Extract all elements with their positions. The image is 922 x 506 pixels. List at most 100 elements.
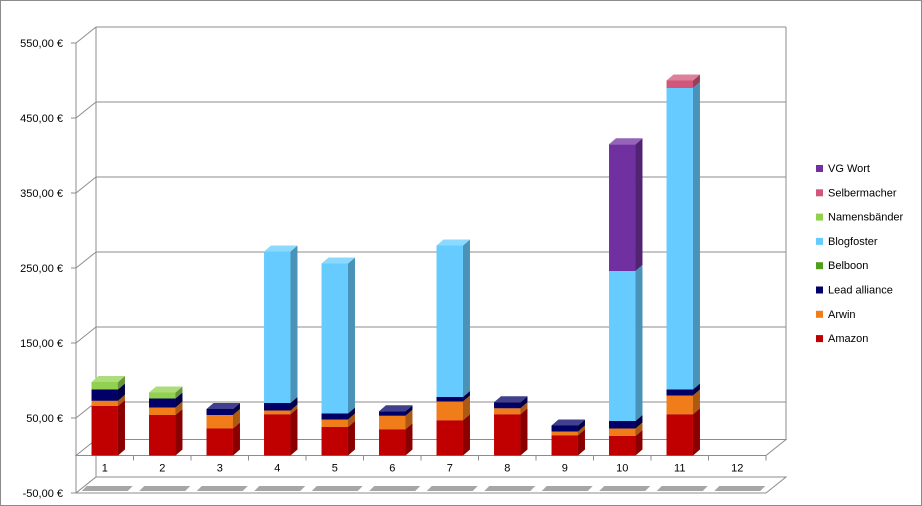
bar-front	[206, 409, 233, 415]
bar-segment	[206, 403, 240, 415]
bar-segment	[264, 408, 298, 456]
bar-front	[494, 408, 521, 415]
bar-front	[206, 428, 233, 456]
legend-label: Lead alliance	[828, 285, 893, 297]
bar-front	[436, 397, 463, 402]
bar-front	[264, 403, 291, 411]
bar-front	[379, 429, 406, 456]
legend-label: Arwin	[828, 309, 856, 321]
gridline-side	[75, 326, 97, 344]
gridline-side	[75, 251, 97, 269]
bar-front	[436, 401, 463, 421]
bar-side	[577, 425, 585, 436]
legend-entry: Arwin	[816, 309, 856, 321]
bar-segment	[264, 245, 298, 403]
bar-side	[405, 409, 413, 430]
bar-top	[666, 74, 700, 81]
legend-entry: Selbermacher	[816, 187, 897, 199]
bar-front	[666, 88, 693, 390]
bar-segment	[149, 386, 183, 399]
bar-segment	[494, 396, 528, 409]
bar-segment	[436, 239, 470, 397]
bar-front	[91, 406, 118, 456]
legend-label: Namensbänder	[828, 212, 904, 224]
bar-side	[290, 397, 298, 411]
x-tick-label: 7	[447, 463, 453, 475]
legend-entry: Belboon	[816, 260, 868, 272]
bar-side	[175, 392, 183, 408]
bar-front	[149, 392, 176, 399]
bar-front	[321, 413, 348, 420]
bar-front	[436, 420, 463, 456]
bar-side	[117, 376, 125, 390]
bar-front	[551, 425, 578, 432]
bar-side	[117, 400, 125, 456]
bar-side	[692, 408, 700, 456]
bar-front	[264, 410, 291, 415]
bar-top	[264, 245, 298, 252]
bar-side	[347, 257, 355, 414]
y-axis: -50,00 € 50,00 € 150,00 € 250,00 € 350,00 € 4…	[20, 38, 76, 500]
bar-top	[206, 403, 240, 409]
bar-front	[436, 245, 463, 397]
legend-swatch	[816, 213, 823, 221]
bar-side	[692, 82, 700, 390]
bar-side	[692, 74, 700, 88]
bar-segment	[551, 419, 585, 432]
chart-floor	[74, 439, 788, 494]
x-axis: 1 2 3 4 5 6 7 8 9 10 11 12	[75, 455, 767, 475]
bar-segment	[321, 257, 355, 414]
y-tick-label: 50,00 €	[26, 413, 63, 425]
bar-front	[149, 398, 176, 408]
bar-side	[405, 423, 413, 456]
bar-side	[577, 419, 585, 432]
bar-front	[666, 389, 693, 396]
bar-segment	[609, 138, 643, 271]
legend-label: VG Wort	[828, 163, 870, 175]
legend-entry: Amazon	[816, 333, 868, 345]
x-tick-label: 5	[332, 463, 338, 475]
bar-side	[175, 409, 183, 456]
bar-side	[347, 407, 355, 420]
bar-side	[290, 245, 298, 403]
bar-front	[264, 414, 291, 456]
bar-front	[609, 271, 636, 421]
bar-front	[91, 389, 118, 401]
bar-side	[520, 402, 528, 415]
bar-front	[551, 431, 578, 436]
y-tick-label: -50,00 €	[23, 488, 63, 500]
bar-side	[635, 422, 643, 436]
legend-swatch	[816, 262, 823, 270]
bar-front	[494, 414, 521, 456]
bar-segment	[494, 408, 528, 456]
bar-segment	[609, 265, 643, 421]
bar-side	[692, 389, 700, 415]
legend-entry: Lead alliance	[816, 285, 893, 297]
legend: VG Wort Selbermacher Namensbänder Blogfoste…	[816, 163, 904, 345]
bar-front	[321, 263, 348, 414]
bar-side	[175, 386, 183, 399]
legend-swatch	[816, 335, 823, 343]
bar-side	[232, 409, 240, 429]
x-tick-label: 1	[102, 463, 108, 475]
bar-front	[666, 395, 693, 415]
x-tick-label: 10	[616, 463, 628, 475]
bar-segment	[666, 82, 700, 390]
bar-front	[91, 400, 118, 406]
bar-front	[609, 144, 636, 271]
legend-swatch	[816, 310, 823, 318]
y-tick-label: 550,00 €	[20, 38, 63, 50]
bar-side	[175, 401, 183, 415]
bar-front	[206, 415, 233, 429]
bar-top	[551, 419, 585, 426]
gridline-side	[75, 26, 97, 44]
legend-label: Blogfoster	[828, 236, 878, 248]
bar-side	[635, 265, 643, 421]
bar-side	[462, 414, 470, 456]
bar-segment	[149, 409, 183, 456]
bar-top	[91, 376, 125, 382]
legend-swatch	[816, 189, 823, 197]
bar-side	[692, 383, 700, 396]
